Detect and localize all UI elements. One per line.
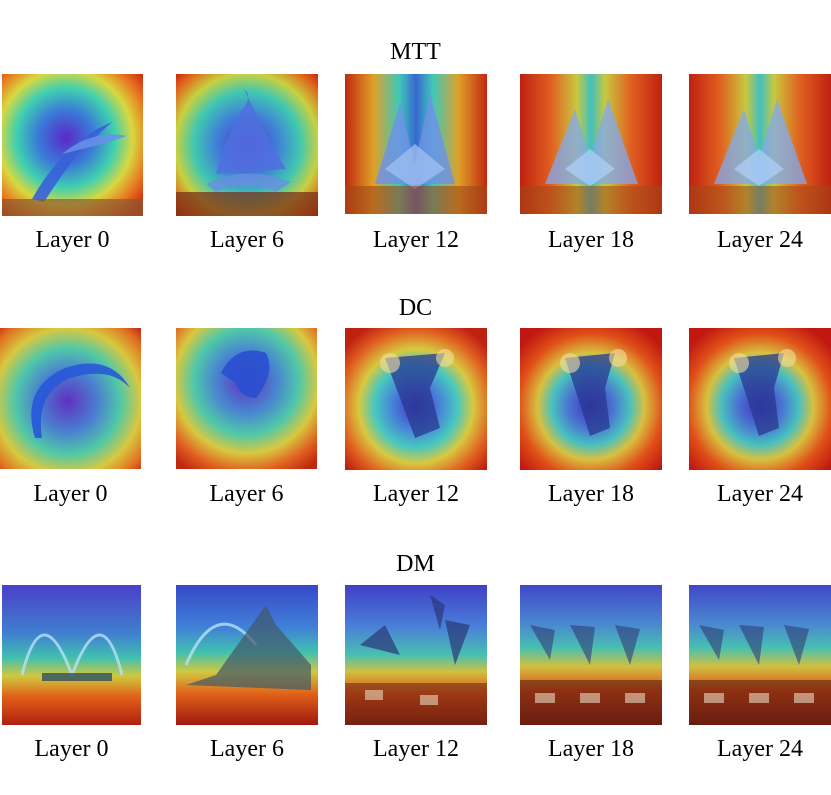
dm-layer-6-caption: Layer 6 [210,736,284,762]
row-title-dm: DM [396,551,435,577]
mtt-layer-6-heatmap [176,74,318,216]
mtt-layer-12-heatmap [345,74,487,214]
dm-layer-12-heatmap [345,585,487,725]
mtt-layer-24-caption: Layer 24 [717,227,803,253]
mtt-layer-6-caption: Layer 6 [210,227,284,253]
dc-layer-6-heatmap [176,328,317,469]
dc-layer-12-heatmap [345,328,487,470]
dc-layer-6-caption: Layer 6 [209,481,284,507]
dm-layer-0-panel: Layer 0 [2,585,141,762]
dm-layer-0-caption: Layer 0 [34,736,109,762]
dc-layer-12-panel: Layer 12 [345,328,487,507]
dc-layer-18-heatmap [520,328,662,470]
dm-layer-12-panel: Layer 12 [345,585,487,762]
mtt-layer-18-caption: Layer 18 [548,227,634,253]
dm-layer-24-heatmap [689,585,831,725]
row-title-dc: DC [398,295,433,321]
mtt-layer-12-caption: Layer 12 [373,227,459,253]
dc-layer-18-panel: Layer 18 [520,328,662,507]
dc-layer-6-panel: Layer 6 [176,328,317,507]
dm-layer-24-panel: Layer 24 [689,585,831,762]
mtt-layer-24-panel: Layer 24 [689,74,831,253]
mtt-layer-12-panel: Layer 12 [345,74,487,253]
dm-layer-6-heatmap [176,585,318,725]
mtt-layer-24-heatmap [689,74,831,214]
dc-layer-12-caption: Layer 12 [373,481,459,507]
dm-layer-12-caption: Layer 12 [373,736,459,762]
dc-layer-24-panel: Layer 24 [689,328,831,507]
mtt-layer-6-panel: Layer 6 [176,74,318,253]
dm-layer-18-panel: Layer 18 [520,585,662,762]
dm-layer-24-caption: Layer 24 [717,736,803,762]
dm-layer-6-panel: Layer 6 [176,585,318,762]
mtt-layer-0-caption: Layer 0 [35,227,110,253]
row-title-mtt: MTT [390,39,441,65]
mtt-layer-18-panel: Layer 18 [520,74,662,253]
dc-layer-24-heatmap [689,328,831,470]
dm-layer-0-heatmap [2,585,141,725]
mtt-layer-0-heatmap [2,74,143,216]
dc-layer-0-caption: Layer 0 [33,481,108,507]
mtt-layer-18-heatmap [520,74,662,214]
dc-layer-18-caption: Layer 18 [548,481,634,507]
dm-layer-18-caption: Layer 18 [548,736,634,762]
dc-layer-0-panel: Layer 0 [0,328,141,507]
mtt-layer-0-panel: Layer 0 [2,74,143,253]
dm-layer-18-heatmap [520,585,662,725]
dc-layer-24-caption: Layer 24 [717,481,803,507]
dc-layer-0-heatmap [0,328,141,469]
